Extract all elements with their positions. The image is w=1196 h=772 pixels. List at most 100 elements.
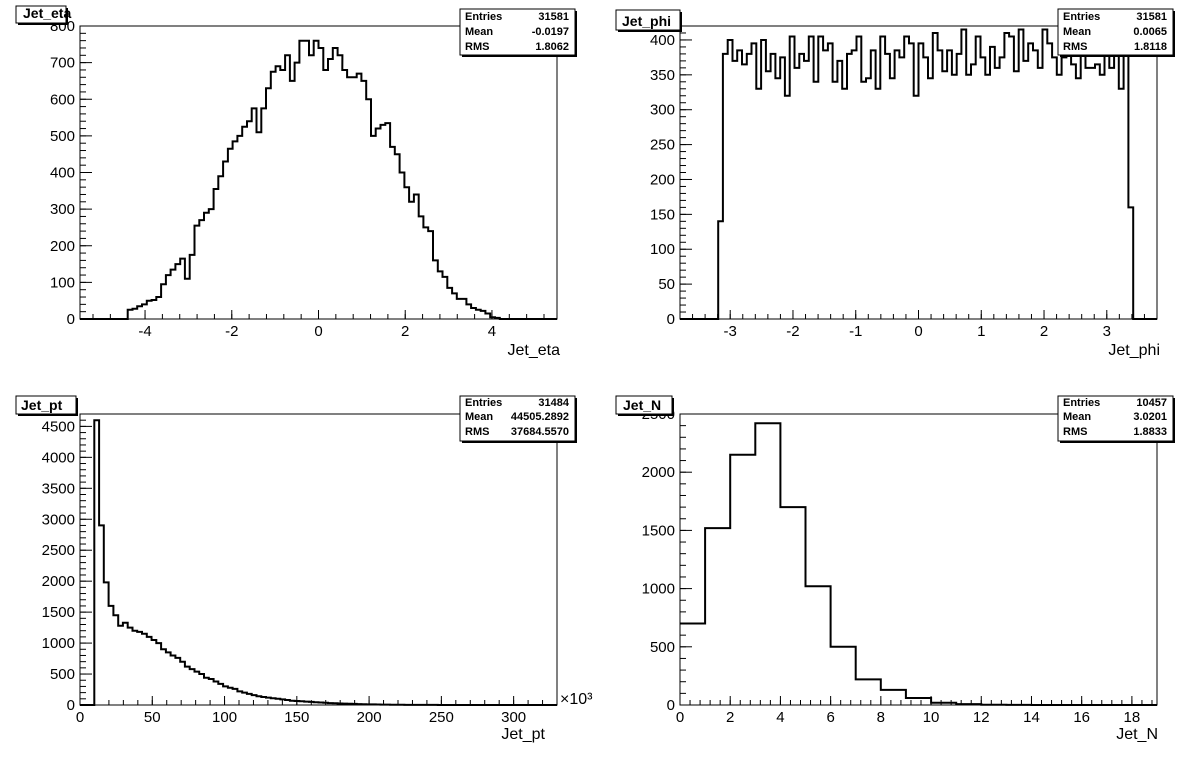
y-tick-label: 150 (650, 206, 675, 223)
y-tick-label: 200 (650, 171, 675, 188)
histogram-bin (128, 628, 133, 705)
stats-label-mean: Mean (465, 26, 493, 38)
y-tick-label: 3500 (42, 480, 75, 497)
histogram-bin (171, 656, 176, 706)
histogram-bin (400, 173, 405, 320)
histogram-bin (123, 623, 128, 705)
y-tick-label: 4500 (42, 418, 75, 435)
y-tick-label: 500 (50, 128, 75, 145)
histogram-bin (966, 75, 971, 319)
histogram-bin (1090, 68, 1095, 319)
histogram-bin (237, 136, 242, 319)
histogram-bin (1100, 75, 1105, 319)
histogram-bin (755, 423, 780, 705)
histogram-bin (185, 279, 190, 319)
stats-value-mean: -0.0197 (532, 26, 569, 38)
histogram-bin (304, 702, 309, 705)
histogram-bin (866, 78, 871, 319)
y-tick-label: 250 (650, 137, 675, 154)
histogram-title: Jet_pt (21, 397, 63, 413)
stats-box (459, 8, 576, 56)
histogram-bin (166, 652, 171, 705)
y-tick-label: 100 (650, 241, 675, 258)
histogram-bin (452, 293, 457, 319)
stats-label-mean: Mean (1063, 26, 1091, 38)
y-tick-label: 400 (650, 32, 675, 49)
histogram-bin (209, 679, 214, 705)
histogram-bin (1062, 57, 1067, 319)
stats-label-entries: Entries (1063, 397, 1100, 409)
histogram-bin (952, 75, 957, 319)
histogram-bin (247, 121, 252, 319)
histogram-bin (752, 43, 757, 319)
histogram-bin (438, 271, 443, 319)
histogram-bin (204, 213, 209, 319)
histogram-bin (1019, 30, 1024, 320)
histogram-bin (419, 216, 424, 319)
stats-label-entries: Entries (465, 11, 502, 23)
histogram-bin (981, 57, 986, 319)
histogram-bin (718, 221, 723, 319)
histogram-bin (1047, 43, 1052, 319)
x-tick-label: 10 (923, 709, 940, 726)
histogram-bin (928, 78, 933, 319)
histogram-bin (881, 690, 906, 705)
histogram-bin (228, 149, 233, 319)
stats-label-rms: RMS (1063, 426, 1087, 438)
histogram-bin (323, 70, 328, 319)
histogram-bin (395, 154, 400, 319)
histogram-bin (209, 209, 214, 319)
histogram-bin (228, 688, 233, 705)
histogram-bin (780, 507, 805, 705)
histogram-bin (390, 147, 395, 319)
stats-value-rms: 1.8833 (1133, 426, 1167, 438)
histogram-bin (423, 227, 428, 319)
histogram-bin (1081, 37, 1086, 320)
histogram-bin (133, 309, 138, 319)
histogram-bin (766, 71, 771, 319)
histogram-bin (990, 47, 995, 319)
y-tick-label: 2000 (42, 573, 75, 590)
histogram-bin (995, 68, 1000, 319)
histogram-bin (931, 703, 956, 705)
histogram-bin (804, 61, 809, 319)
histogram-bin (161, 284, 166, 319)
x-tick-label: 8 (877, 709, 885, 726)
histogram-bin (404, 187, 409, 319)
stats-value-entries: 31484 (538, 397, 569, 409)
histogram-bin (252, 695, 257, 705)
histogram-bin (233, 141, 238, 319)
histogram-bin (1004, 33, 1009, 319)
x-tick-label: 14 (1023, 709, 1040, 726)
histogram-bin (919, 43, 924, 319)
histogram-bin (828, 43, 833, 319)
x-tick-label: -2 (786, 323, 799, 340)
histogram-bin (109, 606, 114, 705)
histogram-bin (485, 314, 490, 320)
histogram-bin (257, 132, 262, 319)
y-tick-label: 350 (650, 67, 675, 84)
histogram-bin (857, 37, 862, 320)
histogram-bin (314, 702, 319, 705)
histogram-bin (342, 70, 347, 319)
histogram-bin (490, 317, 495, 319)
histogram-bin (947, 50, 952, 319)
histogram-bin (147, 637, 152, 705)
histogram-bin (328, 703, 333, 705)
histogram-bin (1033, 50, 1038, 319)
histogram-bin (1095, 64, 1100, 319)
histogram-bin (271, 72, 276, 319)
histogram-bin (218, 176, 223, 319)
histogram-bin (814, 82, 819, 319)
plot-frame (79, 413, 558, 706)
histogram-bin (271, 698, 276, 705)
histogram-bin (171, 270, 176, 319)
histogram-bin (385, 123, 390, 319)
histogram-bin (1028, 43, 1033, 319)
histogram-bin (314, 41, 319, 319)
stats-box (1057, 395, 1174, 442)
histogram-bin (856, 679, 881, 705)
histogram-bin (1128, 207, 1133, 319)
histogram-bin (290, 701, 295, 705)
histogram-bin (933, 33, 938, 319)
